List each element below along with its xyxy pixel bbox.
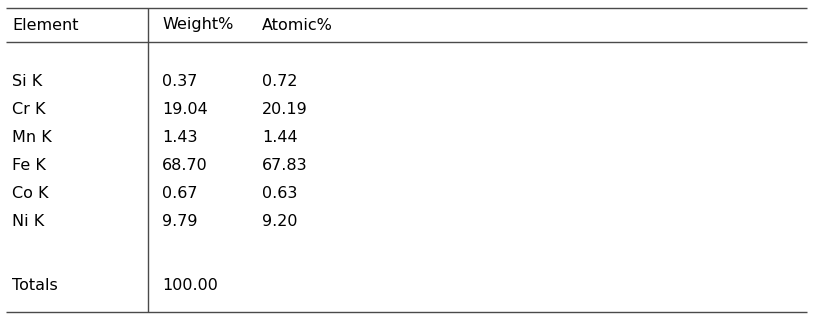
Text: 9.20: 9.20 — [262, 214, 298, 230]
Text: 0.37: 0.37 — [162, 74, 198, 90]
Text: 0.67: 0.67 — [162, 187, 198, 202]
Text: Cr K: Cr K — [12, 102, 46, 117]
Text: 67.83: 67.83 — [262, 159, 307, 173]
Text: Si K: Si K — [12, 74, 42, 90]
Text: 9.79: 9.79 — [162, 214, 198, 230]
Text: 0.72: 0.72 — [262, 74, 298, 90]
Text: 68.70: 68.70 — [162, 159, 208, 173]
Text: Atomic%: Atomic% — [262, 18, 333, 32]
Text: 1.44: 1.44 — [262, 131, 298, 145]
Text: Fe K: Fe K — [12, 159, 46, 173]
Text: Element: Element — [12, 18, 79, 32]
Text: 100.00: 100.00 — [162, 277, 218, 292]
Text: Co K: Co K — [12, 187, 49, 202]
Text: 19.04: 19.04 — [162, 102, 208, 117]
Text: 0.63: 0.63 — [262, 187, 298, 202]
Text: Totals: Totals — [12, 277, 58, 292]
Text: 20.19: 20.19 — [262, 102, 308, 117]
Text: Weight%: Weight% — [162, 18, 233, 32]
Text: 1.43: 1.43 — [162, 131, 198, 145]
Text: Mn K: Mn K — [12, 131, 52, 145]
Text: Ni K: Ni K — [12, 214, 44, 230]
